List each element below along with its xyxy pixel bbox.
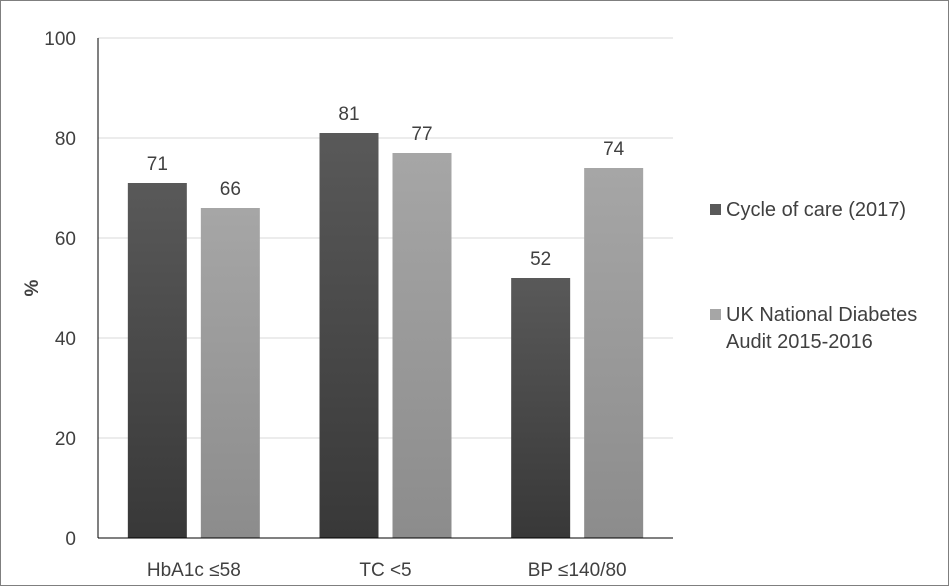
legend-label-uk-national-audit-line1: UK National Diabetes	[726, 304, 917, 326]
y-tick-label: 100	[44, 29, 76, 50]
data-label: 66	[220, 179, 241, 200]
y-axis-label: %	[22, 279, 43, 296]
x-tick-label: HbA1c ≤58	[147, 560, 241, 581]
y-tick-label: 80	[55, 129, 76, 150]
bar-series1	[127, 183, 187, 538]
bar-series2	[392, 153, 452, 538]
y-tick-label: 0	[65, 529, 76, 550]
data-label: 52	[530, 249, 551, 270]
bar-series1	[319, 133, 379, 538]
bar-series2	[200, 208, 260, 538]
legend-swatch-uk-national-audit	[710, 309, 721, 320]
y-axis-ticks: 0 20 40 60 80 100	[44, 29, 76, 550]
legend: Cycle of care (2017) UK National Diabete…	[710, 199, 917, 353]
legend-swatch-cycle-of-care	[710, 204, 721, 215]
x-axis-categories: HbA1c ≤58 TC <5 BP ≤140/80	[147, 560, 627, 581]
bar-series1	[511, 278, 571, 538]
x-tick-label: BP ≤140/80	[528, 560, 627, 581]
data-labels: 71 66 81 77 52 74	[147, 104, 625, 270]
data-label: 77	[411, 124, 432, 145]
x-tick-label: TC <5	[359, 560, 411, 581]
legend-label-cycle-of-care: Cycle of care (2017)	[726, 199, 906, 221]
y-tick-label: 60	[55, 229, 76, 250]
bar-series2	[584, 168, 644, 538]
legend-label-uk-national-audit-line2: Audit 2015-2016	[726, 331, 873, 353]
data-label: 81	[338, 104, 359, 125]
y-tick-label: 40	[55, 329, 76, 350]
bars	[127, 133, 644, 538]
data-label: 71	[147, 154, 168, 175]
y-tick-label: 20	[55, 429, 76, 450]
data-label: 74	[603, 139, 625, 160]
gridlines	[98, 37, 673, 439]
